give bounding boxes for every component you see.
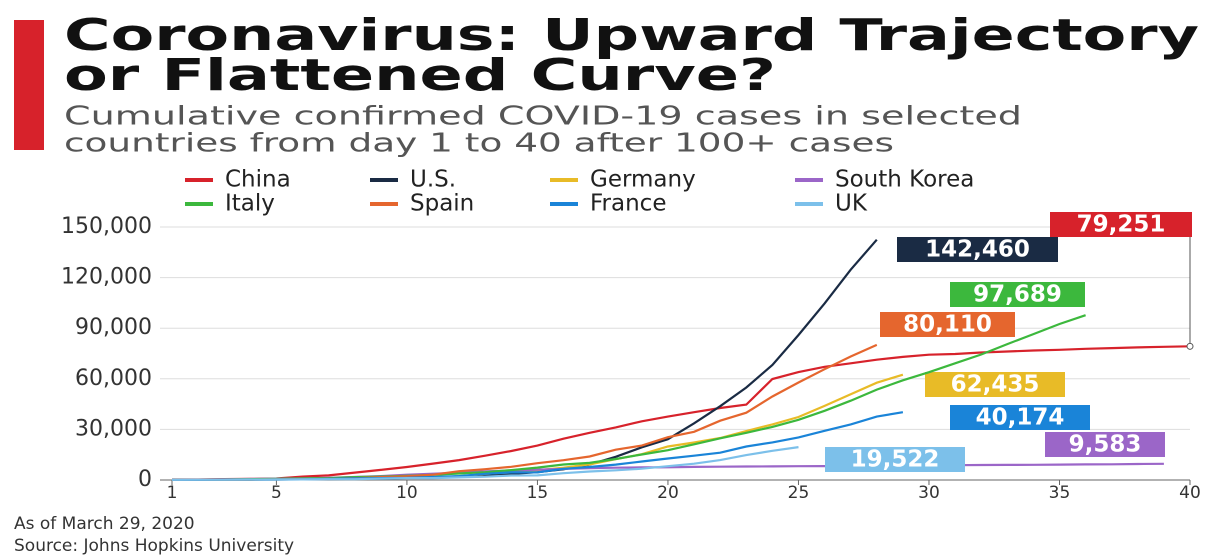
end-label-box [1045,432,1165,457]
legend-label: Spain [410,191,474,217]
end-label: 97,689 [973,282,1062,308]
end-label: 79,251 [1077,212,1166,238]
series-line [172,345,1191,481]
y-tick-label: 30,000 [75,416,152,441]
end-label: 62,435 [951,372,1040,398]
end-label-box [897,237,1058,262]
y-tick-label: 60,000 [75,366,152,391]
source: Source: Johns Hopkins University [14,536,294,555]
end-label: 9,583 [1069,432,1142,458]
end-label-box [880,312,1015,337]
y-tick-label: 150,000 [61,214,152,239]
legend-label: UK [835,191,868,217]
x-tick-label: 30 [918,483,940,503]
end-label-box [1050,212,1192,237]
legend-label: Germany [590,167,696,193]
end-label-box [825,447,965,472]
legend-label: France [590,191,666,217]
note: As of March 29, 2020 [14,514,195,534]
subtitle: Cumulative confirmed COVID-19 cases in s… [64,102,1022,132]
x-tick-label: 10 [396,483,418,503]
subtitle: countries from day 1 to 40 after 100+ ca… [64,129,894,159]
series-line [171,446,799,481]
end-label: 19,522 [851,447,940,473]
end-label-box [950,282,1085,307]
x-tick-label: 40 [1179,483,1201,503]
y-tick-label: 0 [138,467,152,492]
legend-label: China [225,167,291,193]
x-tick-label: 5 [271,483,282,503]
x-tick-label: 15 [527,483,549,503]
chart-title: Coronavirus: Upward Trajectory [64,10,1199,61]
end-point [1186,342,1194,350]
x-tick-label: 35 [1049,483,1071,503]
end-label-box [925,372,1065,397]
legend-label: South Korea [835,167,974,193]
y-tick-label: 90,000 [75,315,152,340]
end-label: 80,110 [903,312,992,338]
x-tick-label: 1 [167,483,178,503]
series-line [172,238,878,481]
chart-title: or Flattened Curve? [64,50,776,101]
end-label-box [950,405,1090,430]
legend-label: U.S. [410,167,456,193]
end-label: 142,460 [925,237,1030,263]
y-tick-label: 120,000 [61,265,152,290]
x-tick-label: 20 [657,483,679,503]
accent-bar [14,20,44,150]
end-label: 40,174 [976,405,1065,431]
legend-label: Italy [225,191,275,217]
x-tick-label: 25 [788,483,810,503]
